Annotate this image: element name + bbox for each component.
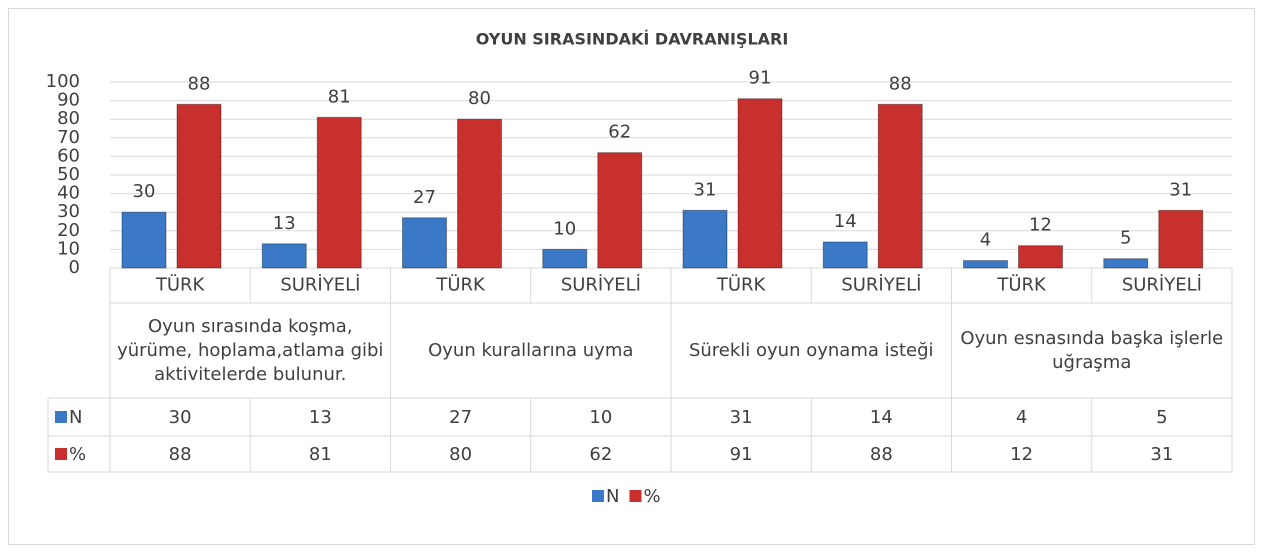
group-label: Oyun kurallarına uyma xyxy=(428,339,634,361)
table-value: 5 xyxy=(1156,407,1167,428)
data-label: 91 xyxy=(749,68,772,89)
bar xyxy=(963,260,1008,269)
table-value: 27 xyxy=(449,407,472,428)
bar xyxy=(682,209,728,269)
data-label: 13 xyxy=(273,213,296,234)
data-label: 31 xyxy=(694,179,717,200)
table-value: 13 xyxy=(309,407,332,428)
legend-label: % xyxy=(643,486,660,507)
table-value: 4 xyxy=(1016,407,1027,428)
group-label: Oyun esnasında başka işlerle uğraşma xyxy=(960,327,1224,373)
bar xyxy=(121,211,167,269)
data-label: 5 xyxy=(1120,228,1131,249)
y-tick-label: 90 xyxy=(57,90,80,111)
group-label-box: Oyun sırasında koşma, yürüme, hoplama,at… xyxy=(117,315,384,385)
chart-title: OYUN SIRASINDAKİ DAVRANIŞLARI xyxy=(476,30,789,49)
data-label: 81 xyxy=(328,86,351,107)
x-tick-label: SURİYELİ xyxy=(280,275,360,296)
data-label: 88 xyxy=(188,73,211,94)
bar xyxy=(261,243,307,269)
legend-key xyxy=(55,411,67,423)
table-value: 91 xyxy=(730,444,753,465)
x-tick-label: SURİYELİ xyxy=(561,275,641,296)
y-tick-label: 30 xyxy=(57,201,80,222)
data-label: 80 xyxy=(468,88,491,109)
bar xyxy=(597,152,643,269)
data-label: 10 xyxy=(553,218,576,239)
table-value: 10 xyxy=(589,407,612,428)
legend-key xyxy=(55,448,67,460)
y-tick-label: 50 xyxy=(57,164,80,185)
y-tick-label: 0 xyxy=(69,257,80,278)
bar xyxy=(1018,245,1063,269)
data-label: 4 xyxy=(980,230,991,251)
group-label: Sürekli oyun oynama isteği xyxy=(688,339,934,361)
bar xyxy=(1103,258,1149,269)
bar xyxy=(1158,209,1204,269)
y-tick-label: 10 xyxy=(57,238,80,259)
data-label: 14 xyxy=(834,211,857,232)
group-label-box: Oyun kurallarına uyma xyxy=(428,339,634,361)
table-value: 14 xyxy=(870,407,893,428)
data-label: 88 xyxy=(889,73,912,94)
bar xyxy=(877,103,923,269)
bar xyxy=(402,217,447,269)
y-tick-label: 100 xyxy=(46,71,80,92)
data-label: 27 xyxy=(413,187,436,208)
table-value: 31 xyxy=(730,407,753,428)
group-label-box: Sürekli oyun oynama isteği xyxy=(688,339,934,361)
table-value: 80 xyxy=(449,444,472,465)
y-tick-label: 80 xyxy=(57,108,80,129)
x-tick-label: TÜRK xyxy=(155,274,206,296)
table-value: 81 xyxy=(309,444,332,465)
y-tick-label: 70 xyxy=(57,127,80,148)
data-label: 30 xyxy=(133,181,156,202)
table-value: 88 xyxy=(169,444,192,465)
legend-key xyxy=(629,490,642,502)
table-value: 12 xyxy=(1010,444,1033,465)
x-tick-label: TÜRK xyxy=(716,274,767,296)
group-label-box: Oyun esnasında başka işlerle uğraşma xyxy=(960,327,1224,373)
data-label: 62 xyxy=(608,122,631,143)
x-tick-label: SURİYELİ xyxy=(1122,275,1202,296)
bar xyxy=(457,118,502,269)
data-label: 31 xyxy=(1169,179,1192,200)
row-header: N xyxy=(69,407,82,428)
chart-border xyxy=(8,8,1255,545)
table-value: 31 xyxy=(1150,444,1173,465)
table-value: 62 xyxy=(589,444,612,465)
group-label: Oyun sırasında koşma, yürüme, hoplama,at… xyxy=(117,315,384,385)
bar xyxy=(822,241,868,269)
y-tick-label: 60 xyxy=(57,145,80,166)
bar xyxy=(737,98,783,269)
x-tick-label: SURİYELİ xyxy=(841,275,921,296)
legend-key xyxy=(592,490,604,502)
y-tick-label: 20 xyxy=(57,220,80,241)
bar xyxy=(316,116,362,269)
row-header: % xyxy=(69,444,86,465)
bar xyxy=(542,248,588,269)
x-tick-label: TÜRK xyxy=(435,274,486,296)
table-value: 88 xyxy=(870,444,893,465)
y-tick-label: 40 xyxy=(57,183,80,204)
x-tick-label: TÜRK xyxy=(996,274,1047,296)
table-value: 30 xyxy=(169,407,192,428)
legend-label: N xyxy=(606,486,619,507)
bar xyxy=(176,103,222,269)
data-label: 12 xyxy=(1029,215,1052,236)
